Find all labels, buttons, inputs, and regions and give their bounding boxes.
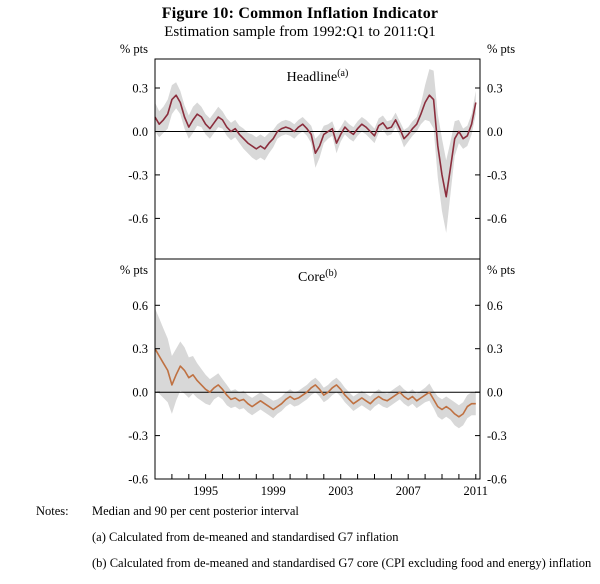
unit-label-right: % pts <box>487 263 515 277</box>
y-tick-label-left: 0.0 <box>132 386 148 400</box>
y-tick-label-right: -0.3 <box>487 429 507 443</box>
x-tick-label: 2011 <box>464 484 489 498</box>
panel-title: Core(b) <box>298 268 337 285</box>
panel-core: 0.6 0.6 0.3 0.3 0.0 0.0 -0.3 -0.3 -0.6 -0.6 % pts%… <box>120 263 515 487</box>
y-tick-label-right: -0.3 <box>487 168 507 182</box>
median-line <box>154 348 476 418</box>
figure-subtitle: Estimation sample from 1992:Q1 to 2011:Q… <box>164 24 436 40</box>
note-line-2: (a) Calculated from de-meaned and standa… <box>92 530 399 544</box>
figure-svg: 0.3 0.3 0.0 0.0 -0.3 -0.3 -0.6 -0.6 % pts % pts He… <box>120 42 515 498</box>
y-tick-label-right: 0.0 <box>487 386 503 400</box>
note-line-1: Median and 90 per cent posterior interva… <box>92 504 299 518</box>
x-axis: 1995 1999 2003 2007 2011 <box>171 474 489 498</box>
y-tick-label-left: 0.3 <box>132 81 148 95</box>
panel-headline: 0.3 0.3 0.0 0.0 -0.3 -0.3 -0.6 -0.6 % pts % pts He… <box>120 42 515 233</box>
y-tick-label-right: 0.3 <box>487 81 503 95</box>
x-tick-label: 1999 <box>261 484 286 498</box>
panel-title: Headline(a) <box>287 68 349 85</box>
posterior-band <box>155 308 476 429</box>
unit-label-left: % pts <box>120 263 148 277</box>
y-tick-label-left: 0.6 <box>132 299 148 313</box>
figure-title: Figure 10: Common Inflation Indicator <box>161 5 439 22</box>
y-tick-label-left: -0.3 <box>128 429 148 443</box>
unit-label-right: % pts <box>487 42 515 56</box>
y-tick-label-left: 0.3 <box>132 342 148 356</box>
x-tick-label: 1995 <box>193 484 218 498</box>
x-tick-label: 2003 <box>328 484 353 498</box>
median-line <box>154 94 477 198</box>
y-tick-label-left: -0.6 <box>128 473 148 487</box>
y-tick-label-right: -0.6 <box>487 212 507 226</box>
y-tick-label-right: 0.6 <box>487 299 503 313</box>
note-line-3: (b) Calculated from de-meaned and standa… <box>92 556 592 570</box>
y-tick-label-left: -0.3 <box>128 168 148 182</box>
chart-frame <box>154 58 481 480</box>
notes-label: Notes: <box>36 504 69 518</box>
y-tick-label-left: -0.6 <box>128 212 148 226</box>
y-tick-label-right: -0.6 <box>487 473 507 487</box>
y-tick-label-right: 0.3 <box>487 342 503 356</box>
unit-label-left: % pts <box>120 42 148 56</box>
notes: Notes: Median and 90 per cent posterior … <box>0 504 600 582</box>
x-tick-label: 2007 <box>396 484 421 498</box>
y-tick-label-right: 0.0 <box>487 125 503 139</box>
notes-lines: Median and 90 per cent posterior interva… <box>92 504 591 582</box>
y-tick-label-left: 0.0 <box>132 125 148 139</box>
